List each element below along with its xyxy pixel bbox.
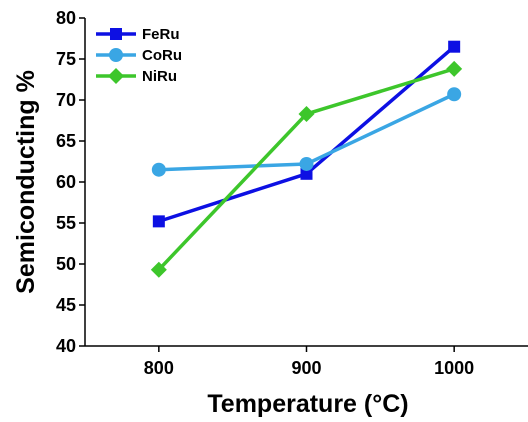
y-tick-label: 65 <box>56 131 76 151</box>
series-line-feru <box>158 45 456 224</box>
y-tick-label: 60 <box>56 172 76 192</box>
legend-item-niru: NiRu <box>96 68 177 85</box>
series-layer <box>150 40 463 278</box>
y-tick-label: 75 <box>56 49 76 69</box>
x-axis-title: Temperature (°C) <box>207 390 408 418</box>
data-point-coru <box>299 156 314 171</box>
x-tick-label: 800 <box>144 358 174 378</box>
y-tick-label: 70 <box>56 90 76 110</box>
x-tick-label: 1000 <box>434 358 474 378</box>
data-point-coru <box>447 87 462 102</box>
y-tick-label: 40 <box>56 336 76 356</box>
y-tick-label: 50 <box>56 254 76 274</box>
data-point-feru <box>448 40 461 53</box>
series-coru <box>151 87 462 177</box>
legend-marker-niru <box>108 68 124 84</box>
series-feru <box>152 40 461 228</box>
legend-marker-feru <box>110 28 122 40</box>
x-axis-ticks: 800 900 1000 <box>144 346 474 378</box>
data-point-niru <box>298 105 315 122</box>
plot-area: 40 45 50 55 60 65 70 75 80 800 900 1000 FeRu CoRu Ni… <box>56 8 528 378</box>
legend: FeRu CoRu NiRu <box>96 26 182 85</box>
legend-item-feru: FeRu <box>96 26 180 43</box>
y-axis-title: Semiconducting % <box>12 70 40 294</box>
y-axis-ticks: 40 45 50 55 60 65 70 75 80 <box>56 8 85 356</box>
legend-marker-coru <box>109 48 123 62</box>
legend-label-coru: CoRu <box>142 47 182 64</box>
y-tick-label: 80 <box>56 8 76 28</box>
data-point-feru <box>300 167 313 180</box>
y-tick-label: 45 <box>56 295 76 315</box>
legend-label-feru: FeRu <box>142 26 180 43</box>
x-tick-label: 900 <box>291 358 321 378</box>
legend-item-coru: CoRu <box>96 47 182 64</box>
series-niru <box>150 60 463 278</box>
data-point-niru <box>150 261 167 278</box>
data-point-coru <box>151 162 166 177</box>
legend-label-niru: NiRu <box>142 68 177 85</box>
y-tick-label: 55 <box>56 213 76 233</box>
data-point-niru <box>446 60 463 77</box>
data-point-feru <box>152 215 165 228</box>
